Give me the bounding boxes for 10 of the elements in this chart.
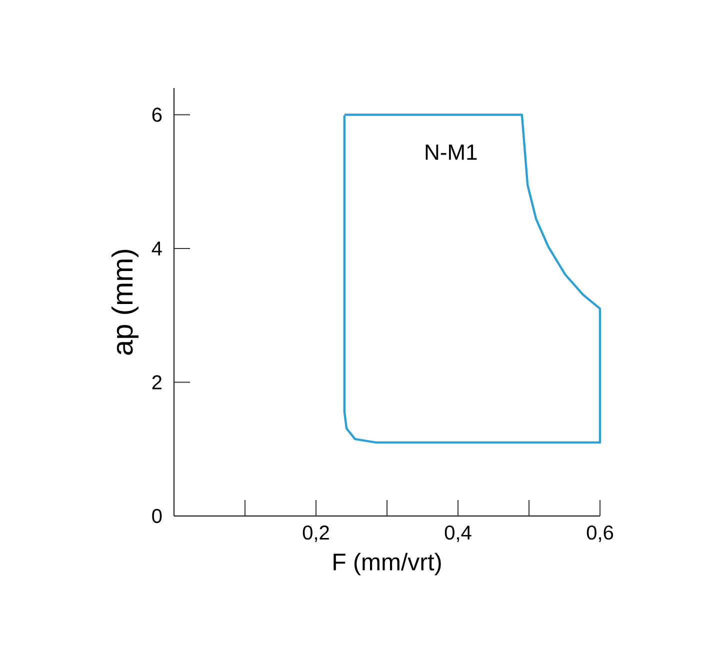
x-tick-label: 0,6	[586, 526, 614, 542]
y-tick-label: 6	[152, 108, 162, 122]
y-tick-label: 4	[152, 242, 162, 256]
x-tick-label: 0,4	[444, 526, 472, 542]
y-tick-label: 2	[152, 375, 162, 390]
annotation: N-M1	[426, 144, 477, 160]
y-tick-label: 0	[152, 508, 162, 524]
y-axis-title: ap (mm)	[111, 250, 139, 355]
x-axis-title: F (mm/vrt)	[334, 552, 441, 576]
x-tick-label: 0,2	[302, 526, 329, 542]
